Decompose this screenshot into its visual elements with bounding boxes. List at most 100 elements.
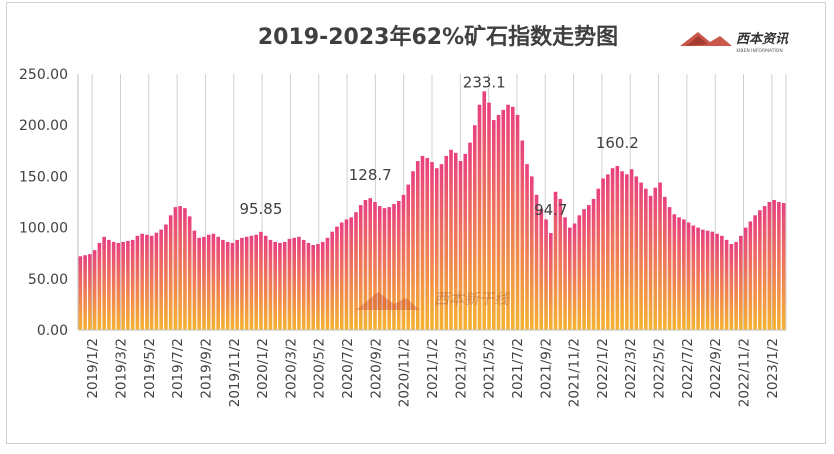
x-tick-label: 2022/7/2	[680, 338, 696, 399]
bar	[363, 199, 368, 330]
y-tick-label: 0.00	[37, 323, 68, 339]
annotations-layer: 95.85 128.7 233.1 94.7 160.2	[239, 73, 638, 219]
bar	[753, 215, 757, 330]
bar	[282, 241, 287, 330]
bar	[529, 176, 534, 330]
x-tick-label: 2023/1/2	[765, 338, 781, 399]
y-tick-label: 100.00	[19, 221, 68, 237]
bar	[140, 233, 144, 330]
bar	[135, 235, 140, 330]
x-tick-labels: 2019/1/2 2019/3/2 2019/5/2 2019/7/2 2019/9/2…	[85, 338, 781, 407]
bar	[420, 155, 425, 330]
bar	[401, 194, 406, 330]
bar	[164, 224, 168, 330]
bar	[610, 168, 615, 330]
bar	[92, 250, 97, 330]
bar	[658, 182, 662, 330]
bar	[720, 235, 724, 330]
bar	[625, 174, 629, 330]
bar	[406, 184, 411, 330]
bar	[453, 152, 458, 330]
data-label: 95.85	[239, 200, 282, 218]
bar	[601, 178, 605, 330]
bar	[320, 241, 325, 330]
bar	[325, 237, 330, 330]
bar	[249, 235, 254, 330]
bar	[430, 162, 434, 330]
x-tick-label: 2020/1/2	[255, 338, 271, 399]
bar	[458, 161, 463, 330]
bar	[102, 236, 106, 330]
bar	[734, 241, 738, 330]
bar	[292, 237, 297, 330]
bar	[330, 231, 335, 330]
bar	[553, 191, 558, 330]
bar	[211, 233, 216, 330]
y-tick-label: 250.00	[19, 67, 68, 83]
logo-mountain-shadow-icon	[686, 36, 708, 46]
bar	[772, 199, 776, 330]
bar	[482, 91, 487, 330]
bar	[349, 217, 354, 330]
bar	[506, 104, 510, 330]
y-tick-label: 50.00	[28, 272, 68, 288]
bar	[259, 231, 263, 330]
bar	[425, 157, 430, 330]
bar	[567, 227, 572, 330]
bar	[534, 194, 539, 330]
x-tick-label: 2021/11/2	[567, 338, 583, 407]
bar	[88, 254, 92, 330]
x-tick-label: 2020/5/2	[312, 338, 328, 399]
bar	[354, 212, 358, 330]
bar	[781, 203, 786, 330]
bar	[202, 236, 206, 330]
bar	[748, 221, 753, 330]
bar	[306, 242, 311, 330]
bar	[83, 255, 87, 330]
bar	[501, 109, 506, 330]
bar	[563, 217, 567, 330]
bar	[463, 153, 468, 330]
bar	[344, 219, 349, 330]
x-tick-label: 2020/3/2	[283, 338, 299, 399]
bar	[710, 231, 715, 330]
bar	[468, 142, 472, 330]
bar	[287, 238, 292, 330]
x-tick-label: 2022/1/2	[595, 338, 611, 399]
bar	[648, 195, 653, 330]
bar	[149, 235, 154, 330]
bar	[382, 208, 387, 330]
logo-text: 西本资讯	[736, 31, 789, 47]
bar	[596, 188, 601, 330]
x-tick-label: 2022/11/2	[737, 338, 753, 407]
bar	[539, 209, 544, 330]
bar	[216, 236, 220, 330]
bar	[582, 209, 586, 330]
bar	[230, 242, 235, 330]
bar	[268, 239, 273, 330]
bar	[116, 242, 121, 330]
bar	[387, 207, 392, 330]
bar	[444, 155, 449, 330]
bar	[691, 225, 696, 330]
bar	[411, 171, 415, 330]
bar	[729, 243, 734, 330]
bar	[644, 188, 648, 330]
bars-layer	[78, 91, 786, 331]
bar	[577, 215, 582, 330]
watermark: 西本新干线	[356, 290, 511, 310]
bar	[192, 230, 197, 330]
x-tick-label: 2020/11/2	[397, 338, 413, 407]
bar	[311, 245, 316, 330]
bar	[439, 164, 444, 330]
bar	[510, 106, 515, 330]
bar	[78, 256, 83, 330]
bar	[240, 237, 244, 330]
bar	[572, 223, 577, 330]
x-tick-label: 2019/5/2	[142, 338, 158, 399]
bar	[634, 176, 639, 330]
bar	[663, 196, 667, 330]
data-label: 128.7	[349, 166, 392, 184]
bar	[121, 241, 125, 330]
bar	[682, 219, 686, 330]
